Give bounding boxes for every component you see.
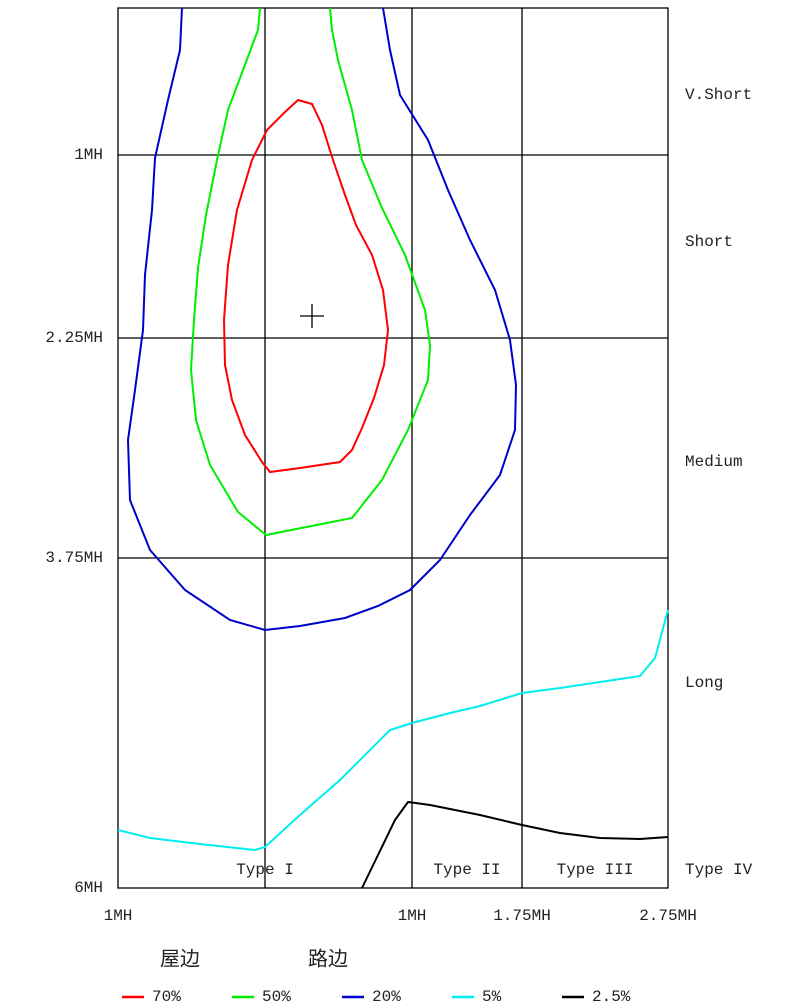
legend-label: 20% bbox=[372, 988, 401, 1006]
legend-label: 50% bbox=[262, 988, 291, 1006]
y-label: 6MH bbox=[74, 879, 103, 897]
type-label: Type III bbox=[557, 861, 634, 879]
frame bbox=[117, 7, 669, 889]
legend-label: 2.5% bbox=[592, 988, 631, 1006]
y-label: 1MH bbox=[74, 146, 103, 164]
center-cross bbox=[300, 304, 324, 328]
x-label: 1MH bbox=[398, 907, 427, 925]
legend-label: 5% bbox=[482, 988, 502, 1006]
right-label: Long bbox=[685, 674, 723, 692]
legend-label: 70% bbox=[152, 988, 181, 1006]
right-label: V.Short bbox=[685, 86, 752, 104]
type-label: Type II bbox=[433, 861, 500, 879]
grid bbox=[118, 8, 668, 888]
legend: 70% 50% 20% 5% 2.5% bbox=[122, 988, 631, 1006]
x-label: 2.75MH bbox=[639, 907, 697, 925]
right-label: Medium bbox=[685, 453, 743, 471]
legend-header: 路边 bbox=[308, 947, 348, 971]
type-label: Type I bbox=[236, 861, 294, 879]
curve-2-5 bbox=[361, 800, 669, 889]
right-label: Type IV bbox=[685, 861, 753, 879]
curve-5 bbox=[117, 609, 669, 852]
x-label: 1MH bbox=[104, 907, 133, 925]
curve-20 bbox=[126, 7, 518, 632]
right-label: Short bbox=[685, 233, 733, 251]
curve-70 bbox=[222, 98, 390, 474]
y-label: 2.25MH bbox=[45, 329, 103, 347]
curve-50 bbox=[189, 7, 432, 537]
y-label: 3.75MH bbox=[45, 549, 103, 567]
legend-header: 屋边 bbox=[160, 947, 200, 971]
x-label: 1.75MH bbox=[493, 907, 551, 925]
